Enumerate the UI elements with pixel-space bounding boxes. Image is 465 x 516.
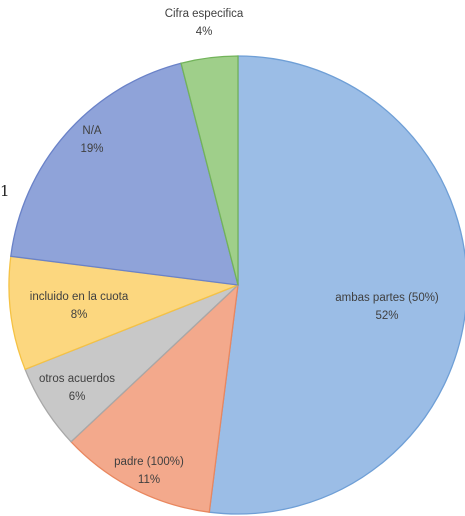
pie-slice-n-a: [10, 62, 239, 286]
pie-labels: ambas partes (50%) 52% padre (100%) 11% otro…: [30, 8, 439, 486]
slice-category-label: ambas partes (50%): [335, 292, 439, 304]
pie-slice-incluido-en-la-cuota: [8, 255, 239, 371]
pie-slice-ambas-partes-50: [208, 55, 465, 515]
slice-category-label: otros acuerdos: [39, 373, 115, 385]
pie-slice-padre-100: [70, 283, 239, 513]
slice-percent-label: 8%: [71, 309, 88, 321]
slice-percent-label: 6%: [69, 391, 86, 403]
pie-slices: [8, 55, 465, 515]
slice-percent-label: 4%: [196, 26, 213, 38]
slice-category-label: N/A: [82, 125, 102, 137]
slice-percent-label: 19%: [80, 143, 103, 155]
slice-category-label: padre (100%): [114, 456, 184, 468]
slice-category-label: Cifra especifica: [165, 8, 244, 20]
stray-text: 1: [0, 182, 10, 200]
slice-percent-label: 11%: [138, 474, 160, 486]
slice-category-label: incluido en la cuota: [30, 291, 129, 303]
slice-percent-label: 52%: [375, 310, 398, 322]
pie-slice-cifra-especifica: [180, 55, 239, 286]
